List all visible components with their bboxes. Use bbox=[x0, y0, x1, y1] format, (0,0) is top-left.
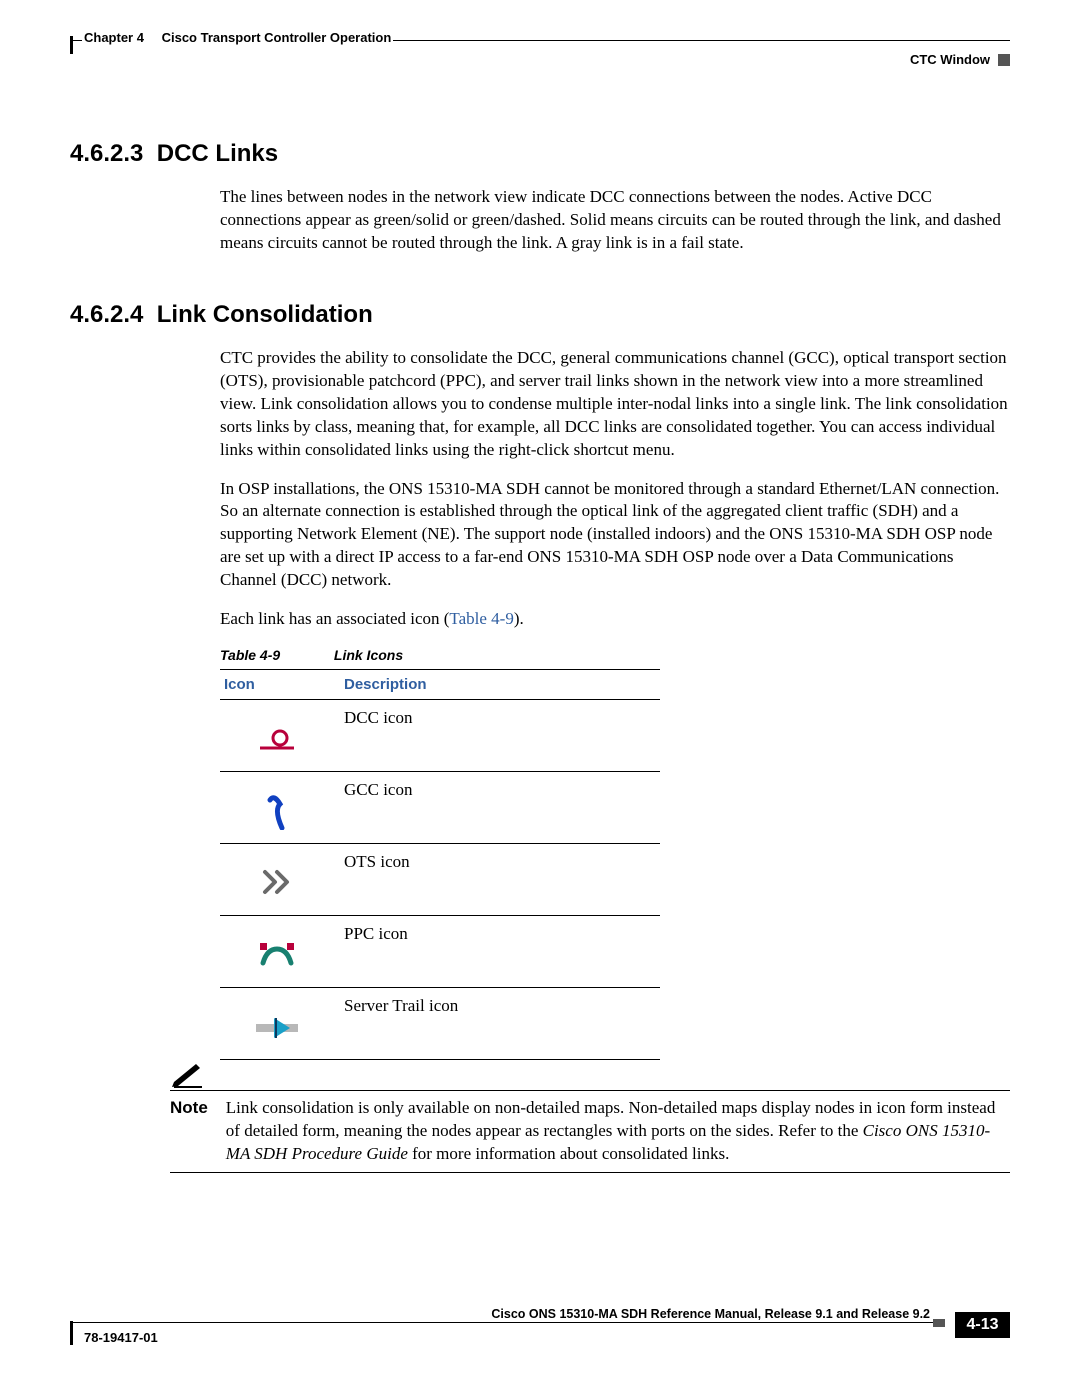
header-section-title: CTC Window bbox=[910, 52, 990, 67]
running-header: Chapter 4 Cisco Transport Controller Ope… bbox=[70, 30, 1010, 85]
table-cell-description: Server Trail icon bbox=[340, 988, 660, 1060]
footer-doc-number: 78-19417-01 bbox=[84, 1330, 158, 1345]
table-cell-description: PPC icon bbox=[340, 916, 660, 988]
note-label: Note bbox=[170, 1097, 208, 1166]
table-row: OTS icon bbox=[220, 844, 660, 916]
heading-title: DCC Links bbox=[157, 140, 278, 167]
paragraph: The lines between nodes in the network v… bbox=[220, 186, 1010, 255]
table-title: Link Icons bbox=[334, 647, 403, 663]
header-square-icon bbox=[998, 54, 1010, 66]
chapter-number: Chapter 4 bbox=[84, 30, 144, 45]
footer-doc-title: Cisco ONS 15310-MA SDH Reference Manual,… bbox=[485, 1307, 930, 1321]
table-header-icon: Icon bbox=[220, 670, 340, 700]
table-number: Table 4-9 bbox=[220, 647, 330, 663]
page-footer: Cisco ONS 15310-MA SDH Reference Manual,… bbox=[70, 1312, 1010, 1352]
ppc-icon bbox=[220, 916, 340, 988]
server-trail-icon bbox=[220, 988, 340, 1060]
note-icon bbox=[170, 1060, 204, 1088]
footer-rule bbox=[70, 1322, 940, 1323]
link-icons-table: Icon Description DCC icon GCC icon bbox=[220, 669, 660, 1060]
page-number: 4-13 bbox=[955, 1312, 1010, 1338]
table-row: PPC icon bbox=[220, 916, 660, 988]
ots-icon bbox=[220, 844, 340, 916]
gcc-icon bbox=[220, 772, 340, 844]
table-cell-description: GCC icon bbox=[340, 772, 660, 844]
paragraph: In OSP installations, the ONS 15310-MA S… bbox=[220, 478, 1010, 593]
table-cell-description: OTS icon bbox=[340, 844, 660, 916]
paragraph: CTC provides the ability to consolidate … bbox=[220, 347, 1010, 462]
table-header-description: Description bbox=[340, 670, 660, 700]
chapter-title: Cisco Transport Controller Operation bbox=[162, 30, 392, 45]
heading-title: Link Consolidation bbox=[157, 301, 373, 328]
note-block: Note Link consolidation is only availabl… bbox=[170, 1090, 1010, 1173]
table-row: DCC icon bbox=[220, 700, 660, 772]
note-text: Link consolidation is only available on … bbox=[226, 1097, 1010, 1166]
heading-dcc-links: 4.6.2.3 DCC Links bbox=[70, 140, 1010, 168]
header-left: Chapter 4 Cisco Transport Controller Ope… bbox=[82, 30, 393, 45]
table-row: GCC icon bbox=[220, 772, 660, 844]
heading-link-consolidation: 4.6.2.4 Link Consolidation bbox=[70, 301, 1010, 329]
table-cell-description: DCC icon bbox=[340, 700, 660, 772]
paragraph: Each link has an associated icon (Table … bbox=[220, 608, 1010, 631]
table-caption: Table 4-9 Link Icons bbox=[220, 647, 1010, 663]
dcc-icon bbox=[220, 700, 340, 772]
table-ref-link[interactable]: Table 4-9 bbox=[449, 609, 513, 628]
table-row: Server Trail icon bbox=[220, 988, 660, 1060]
heading-number: 4.6.2.4 bbox=[70, 301, 143, 328]
heading-number: 4.6.2.3 bbox=[70, 140, 143, 167]
